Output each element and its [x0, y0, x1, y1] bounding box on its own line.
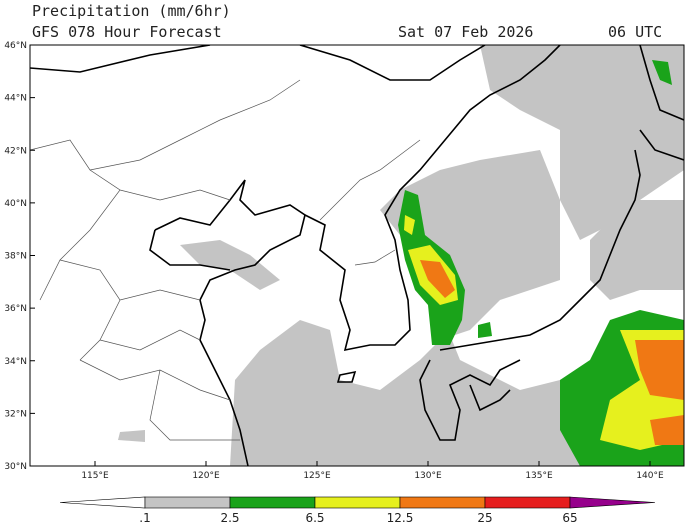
legend-label: 25 [477, 511, 492, 525]
lon-label: 115°E [81, 471, 109, 481]
lat-label: 38°N [4, 252, 27, 262]
legend-label: 6.5 [305, 511, 324, 525]
date: Sat 07 Feb 2026 [398, 23, 533, 41]
title: Precipitation (mm/6hr) [32, 2, 231, 20]
legend-swatch [399, 496, 486, 509]
lat-label: 30°N [4, 462, 27, 472]
lon-label: 125°E [303, 471, 331, 481]
legend-label: 2.5 [220, 511, 239, 525]
legend-swatch [144, 496, 231, 509]
lon-label: 130°E [414, 471, 442, 481]
subtitle: GFS 078 Hour Forecast [32, 23, 222, 41]
lon-label: 140°E [636, 471, 664, 481]
legend-swatch [229, 496, 316, 509]
borders [30, 79, 421, 441]
lat-label: 42°N [4, 146, 27, 156]
lat-label: 40°N [4, 199, 27, 209]
lat-label: 36°N [4, 304, 27, 314]
map-area [30, 45, 684, 466]
lon-label: 120°E [192, 471, 220, 481]
lon-label: 135°E [525, 471, 553, 481]
legend-swatch [59, 496, 146, 509]
lat-label: 44°N [4, 94, 27, 104]
legend-swatch [314, 496, 401, 509]
legend-label: .1 [139, 511, 150, 525]
legend-label: 65 [562, 511, 577, 525]
lat-label: 32°N [4, 409, 27, 419]
legend-swatch [484, 496, 571, 509]
legend-label: 12.5 [387, 511, 414, 525]
time: 06 UTC [608, 23, 662, 41]
lat-label: 46°N [4, 41, 27, 51]
lat-label: 34°N [4, 357, 27, 367]
legend-swatch [569, 496, 656, 509]
coastlines [30, 45, 684, 466]
precip-very-heavy [420, 260, 684, 445]
